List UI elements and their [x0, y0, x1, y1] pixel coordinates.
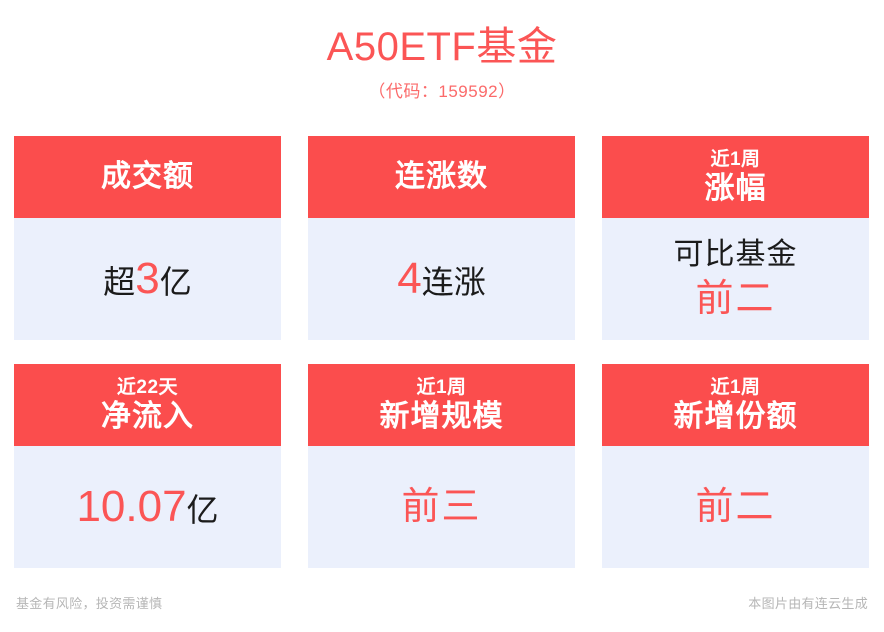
metric-card-turnover: 成交额 超3亿 — [14, 136, 281, 340]
card-body: 超3亿 — [14, 218, 281, 340]
card-value-line: 前三 — [401, 484, 481, 530]
value-part-highlight: 3 — [135, 253, 160, 303]
card-header-sublabel: 近1周 — [416, 376, 467, 398]
card-body: 前三 — [308, 446, 575, 568]
value-part-highlight: 前二 — [695, 278, 776, 320]
card-header-label: 连涨数 — [395, 160, 488, 193]
metric-card-new-scale: 近1周 新增规模 前三 — [308, 364, 575, 568]
value-part-highlight: 前二 — [695, 486, 776, 528]
value-part: 超 — [103, 263, 136, 300]
value-part-highlight: 4 — [397, 253, 422, 303]
value-part-unit: 亿 — [159, 263, 192, 300]
card-header: 成交额 — [14, 136, 281, 218]
risk-disclaimer: 基金有风险，投资需谨慎 — [16, 596, 163, 611]
card-header: 近1周 新增份额 — [602, 364, 869, 446]
card-header-sublabel: 近22天 — [116, 376, 179, 398]
card-header-sublabel: 近1周 — [710, 376, 761, 398]
card-header-label: 成交额 — [101, 160, 194, 193]
card-value-line: 前二 — [695, 276, 775, 322]
value-part: 连涨 — [421, 263, 486, 300]
source-attribution: 本图片由有连云生成 — [748, 596, 868, 611]
value-part-unit: 亿 — [186, 491, 219, 528]
card-header: 连涨数 — [308, 136, 575, 218]
card-header-label: 净流入 — [101, 399, 194, 433]
card-header: 近22天 净流入 — [14, 364, 281, 446]
metric-card-weekly-gain: 近1周 涨幅 可比基金 前二 — [602, 136, 869, 340]
card-body: 10.07亿 — [14, 446, 281, 568]
card-body: 可比基金 前二 — [602, 218, 869, 340]
card-body: 前二 — [602, 446, 869, 568]
card-header-label: 涨幅 — [704, 171, 767, 205]
card-value-line: 4连涨 — [397, 253, 486, 303]
card-header-label: 新增份额 — [673, 399, 798, 433]
value-part: 可比基金 — [673, 238, 798, 271]
card-header: 近1周 新增规模 — [308, 364, 575, 446]
value-part-highlight: 前三 — [401, 486, 482, 528]
page-title: A50ETF基金 — [326, 25, 558, 69]
metric-card-consecutive-gains: 连涨数 4连涨 — [308, 136, 575, 340]
fund-code-subtitle: （代码：159592） — [368, 82, 516, 101]
card-body: 4连涨 — [308, 218, 575, 340]
metric-card-new-shares: 近1周 新增份额 前二 — [602, 364, 869, 568]
card-value-line: 前二 — [695, 484, 775, 530]
card-header-label: 新增规模 — [379, 399, 504, 433]
metric-card-grid: 成交额 超3亿 连涨数 4连涨 近1周 涨幅 — [14, 136, 870, 568]
card-value-line: 10.07亿 — [76, 481, 219, 531]
card-value-line: 超3亿 — [103, 253, 192, 303]
page-header: A50ETF基金 （代码：159592） — [0, 0, 884, 104]
page-footer: 基金有风险，投资需谨慎 本图片由有连云生成 — [0, 592, 884, 616]
card-value-line: 可比基金 — [674, 236, 798, 274]
value-part-highlight: 10.07 — [76, 481, 187, 531]
card-header-sublabel: 近1周 — [710, 148, 761, 170]
metric-card-net-inflow: 近22天 净流入 10.07亿 — [14, 364, 281, 568]
card-header: 近1周 涨幅 — [602, 136, 869, 218]
